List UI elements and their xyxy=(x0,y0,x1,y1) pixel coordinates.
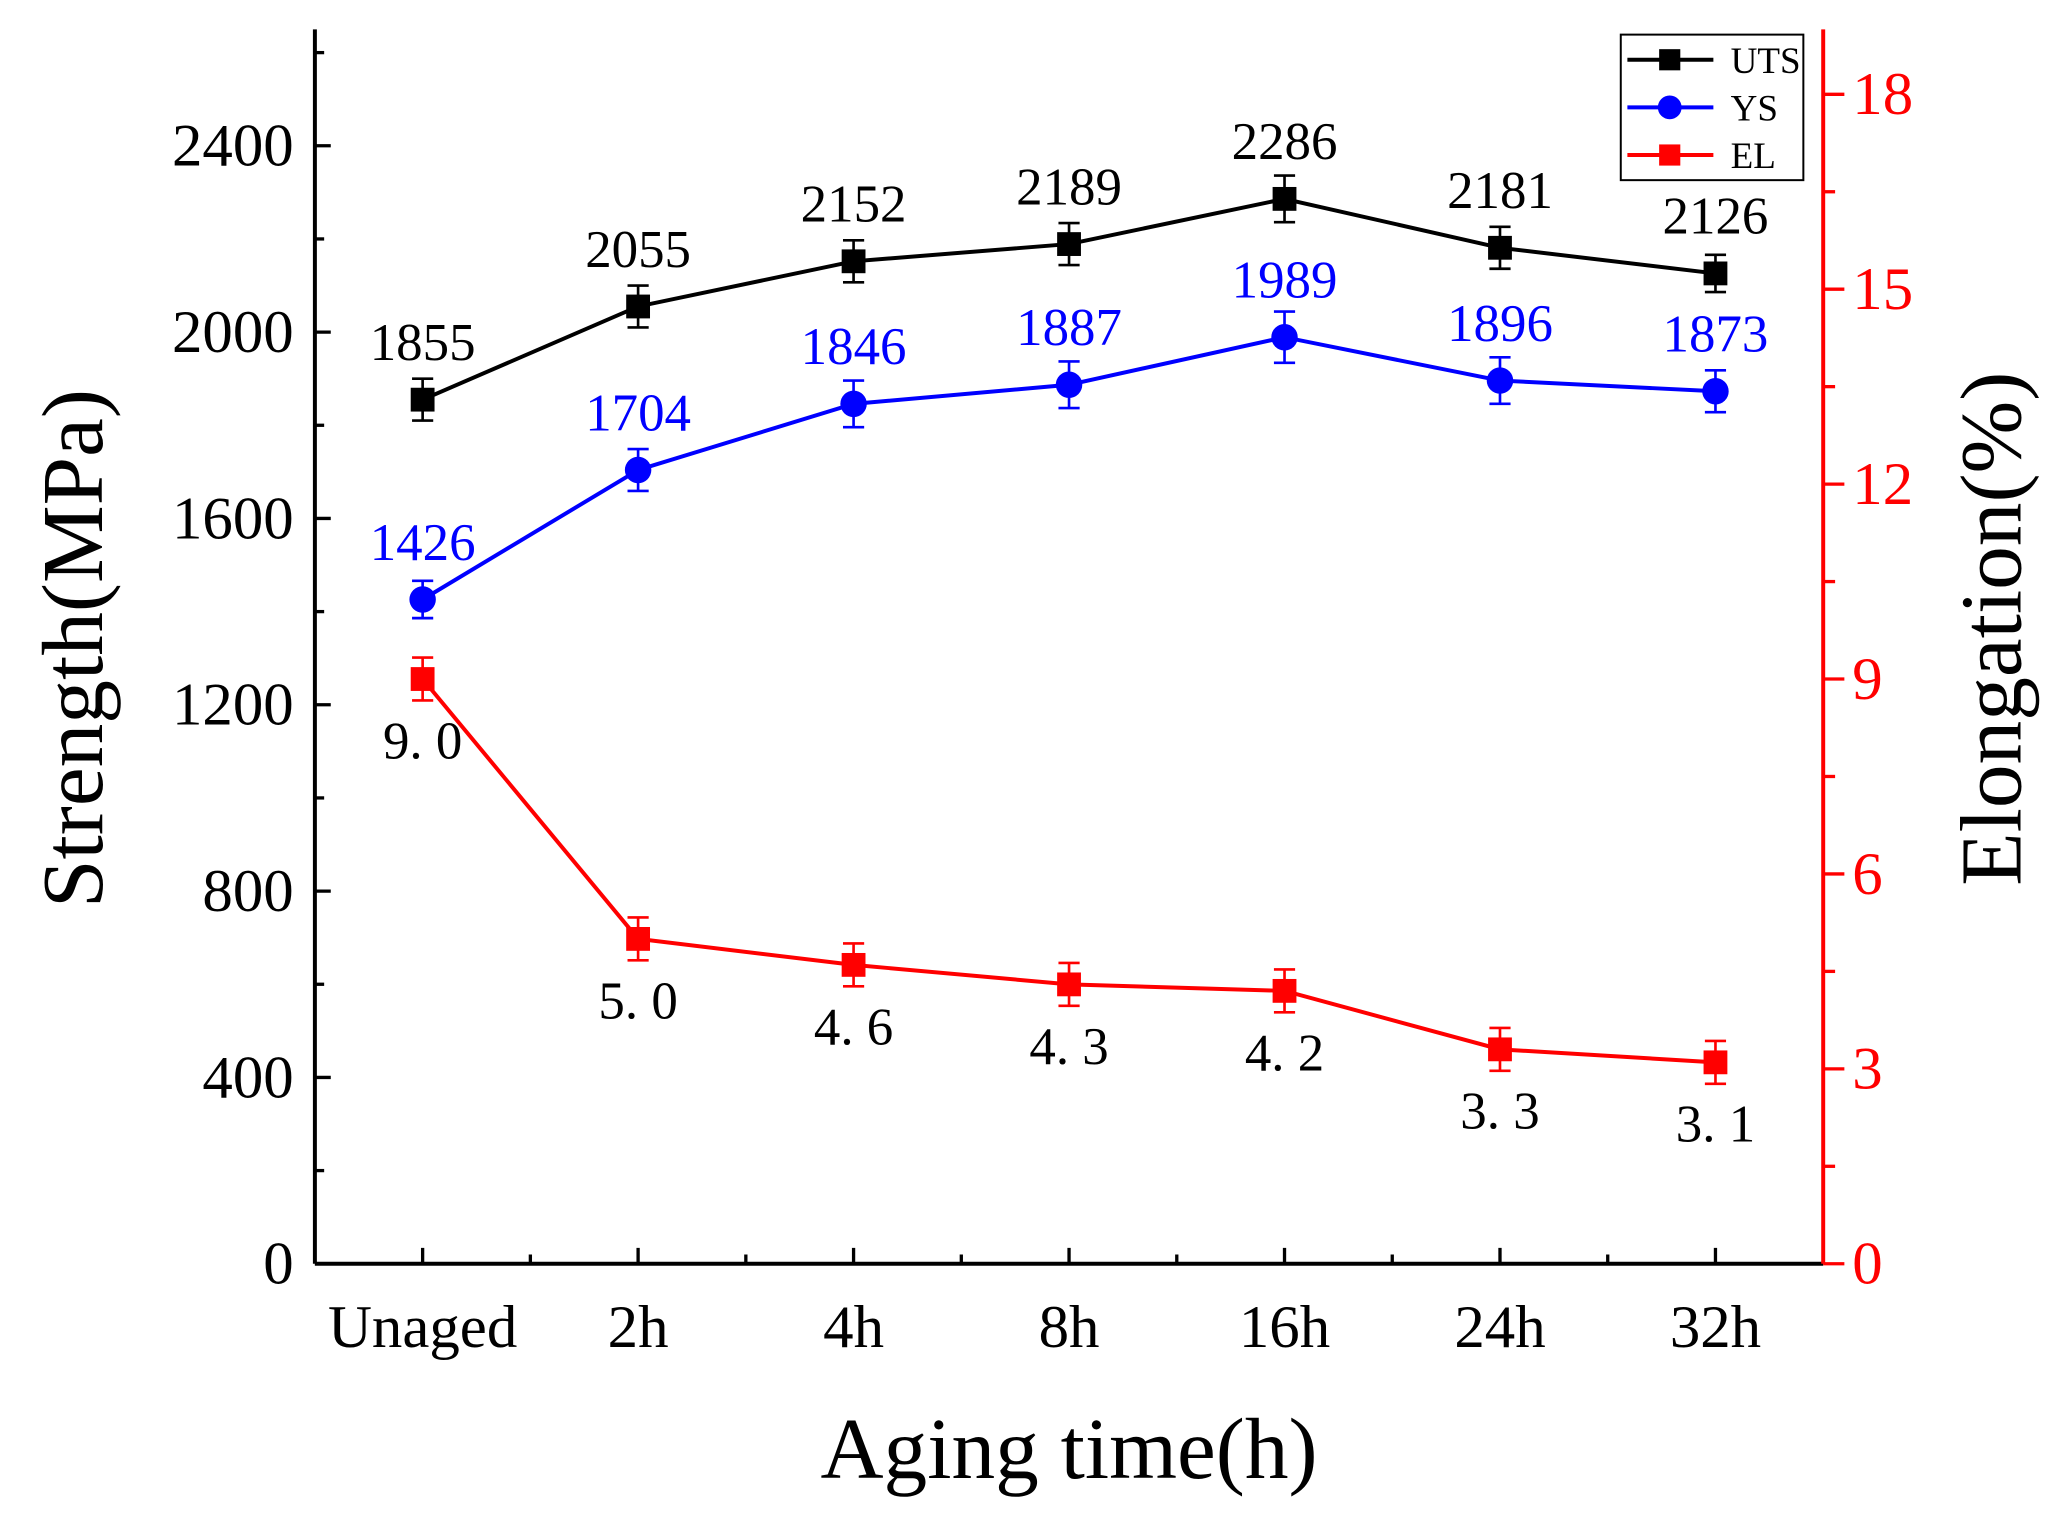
data-point xyxy=(626,926,651,951)
y-left-tick-label: 2000 xyxy=(172,299,294,366)
data-point xyxy=(626,294,651,319)
data-point xyxy=(840,390,867,418)
data-point xyxy=(1057,972,1081,997)
data-label: 4. 3 xyxy=(1029,1018,1108,1076)
data-label: 3. 1 xyxy=(1676,1096,1755,1154)
legend-label: UTS xyxy=(1731,41,1801,82)
data-label: 4. 2 xyxy=(1245,1024,1324,1082)
data-point xyxy=(410,667,435,691)
y-left-tick-label: 800 xyxy=(202,858,293,925)
data-label: 1989 xyxy=(1232,252,1338,310)
data-label: 2055 xyxy=(585,221,691,279)
data-label: 1873 xyxy=(1663,306,1769,364)
data-label: 5. 0 xyxy=(598,972,677,1030)
data-point xyxy=(410,387,435,412)
axes: 0 400 800 1200 1600 2000 2400 0 3 6 9 12 15 18 Unaged 2… xyxy=(172,29,1913,1361)
x-tick-label: 2h xyxy=(608,1294,669,1361)
data-label: 2286 xyxy=(1232,113,1338,171)
x-axis-title: Aging time(h) xyxy=(820,1400,1317,1497)
y-axis-left-title: Strength(MPa) xyxy=(24,389,121,908)
x-tick-label: 24h xyxy=(1454,1294,1545,1361)
data-label: 1855 xyxy=(370,314,476,372)
y-right-tick-label: 3 xyxy=(1852,1036,1882,1103)
y-axis-right-title: Elongation(%) xyxy=(1942,372,2039,886)
data-point xyxy=(624,456,652,484)
data-label: 1426 xyxy=(370,514,476,572)
data-point xyxy=(1055,371,1083,398)
data-point xyxy=(841,952,866,977)
data-point xyxy=(1488,1037,1512,1062)
legend: UTS YS EL xyxy=(1619,33,1805,182)
series-uts: 1855 2055 2152 2189 2286 2181 2126 xyxy=(370,113,1769,422)
y-left-tick-label: 1200 xyxy=(172,672,294,739)
legend-marker xyxy=(1659,49,1681,71)
x-tick-label: 32h xyxy=(1670,1294,1761,1361)
data-point xyxy=(1272,978,1297,1003)
data-label: 3. 3 xyxy=(1460,1083,1539,1141)
data-label: 1887 xyxy=(1016,299,1122,357)
x-tick-label: 8h xyxy=(1039,1294,1100,1361)
x-tick-label: Unaged xyxy=(328,1294,517,1361)
data-label: 1704 xyxy=(585,384,691,442)
data-point xyxy=(1057,232,1081,256)
x-tick-label: 16h xyxy=(1239,1294,1330,1361)
data-label: 2189 xyxy=(1016,158,1122,216)
legend-marker xyxy=(1659,144,1681,166)
y-right-tick-label: 6 xyxy=(1852,841,1882,908)
data-point xyxy=(1703,1050,1728,1075)
legend-marker xyxy=(1657,95,1682,120)
y-right-tick-label: 18 xyxy=(1852,61,1913,128)
data-point xyxy=(1271,324,1298,351)
series-layer: 1855 2055 2152 2189 2286 2181 2126 1426 1704 1846… xyxy=(370,113,1769,1154)
y-right-tick-label: 15 xyxy=(1852,256,1913,323)
data-point xyxy=(1488,235,1512,260)
y-left-tick-label: 2400 xyxy=(172,113,294,180)
y-right-tick-label: 9 xyxy=(1852,646,1882,713)
data-label: 2181 xyxy=(1447,162,1553,220)
data-label: 2126 xyxy=(1663,188,1769,246)
x-tick-label: 4h xyxy=(823,1294,884,1361)
data-label: 1896 xyxy=(1447,295,1553,353)
y-left-tick-label: 1600 xyxy=(172,485,294,552)
y-right-tick-label: 12 xyxy=(1852,451,1913,518)
data-point xyxy=(409,586,436,613)
legend-label: EL xyxy=(1731,136,1776,177)
data-point xyxy=(841,249,866,274)
y-left-tick-label: 400 xyxy=(202,1044,293,1111)
series-el: 9. 0 5. 0 4. 6 4. 3 4. 2 3. 3 3. 1 xyxy=(383,656,1755,1154)
data-point xyxy=(1703,261,1728,286)
data-label: 1846 xyxy=(801,318,907,376)
y-right-tick-label: 0 xyxy=(1852,1231,1882,1298)
y-left-tick-label: 0 xyxy=(263,1231,293,1298)
data-point xyxy=(1702,378,1729,405)
data-label: 9. 0 xyxy=(383,712,462,770)
legend-label: YS xyxy=(1731,89,1778,130)
series-ys: 1426 1704 1846 1887 1989 1896 1873 xyxy=(370,252,1769,620)
data-point xyxy=(1272,186,1297,211)
data-label: 2152 xyxy=(801,176,907,234)
data-point xyxy=(1486,367,1514,394)
data-label: 4. 6 xyxy=(814,998,893,1056)
